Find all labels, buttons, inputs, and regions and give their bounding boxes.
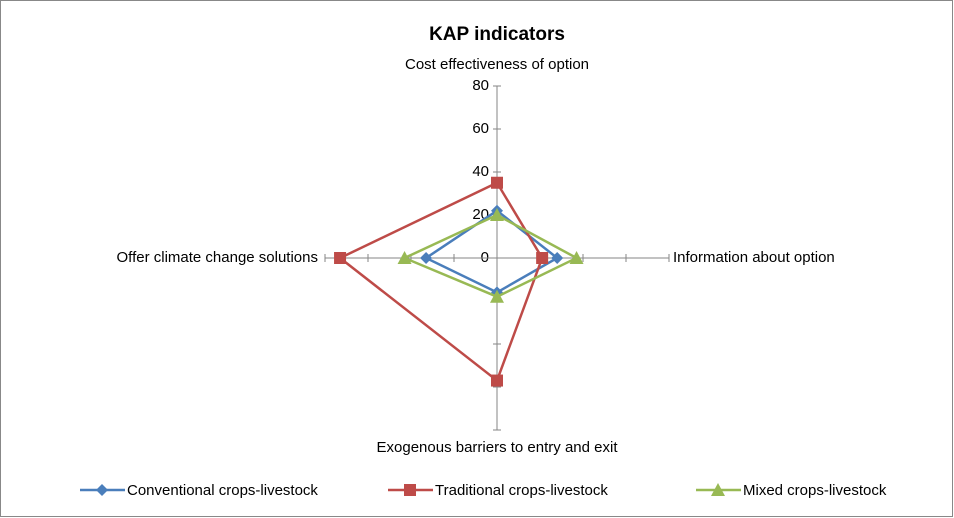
category-label: Information about option [673, 249, 835, 266]
tick-label: 80 [472, 77, 489, 94]
tick-label: 0 [481, 249, 489, 266]
marker [397, 251, 412, 264]
marker [491, 176, 503, 189]
category-label: Cost effectiveness of option [405, 56, 589, 73]
marker [711, 483, 725, 496]
marker [551, 252, 564, 264]
marker [404, 484, 416, 496]
legend-label: Traditional crops-livestock [435, 482, 608, 499]
tick-label: 60 [472, 120, 489, 137]
category-label: Offer climate change solutions [116, 249, 319, 266]
marker [536, 252, 549, 264]
marker [96, 484, 108, 496]
category-label: Exogenous barriers to entry and exit [376, 439, 618, 456]
marker [334, 252, 347, 264]
tick-label: 40 [472, 163, 489, 180]
chart-title: KAP indicators [429, 24, 565, 45]
marker [490, 208, 504, 221]
marker [420, 252, 433, 264]
marker [491, 374, 503, 387]
marker [490, 289, 504, 303]
legend-label: Mixed crops-livestock [743, 482, 887, 499]
legend-label: Conventional crops-livestock [127, 482, 318, 499]
marker [569, 251, 584, 264]
